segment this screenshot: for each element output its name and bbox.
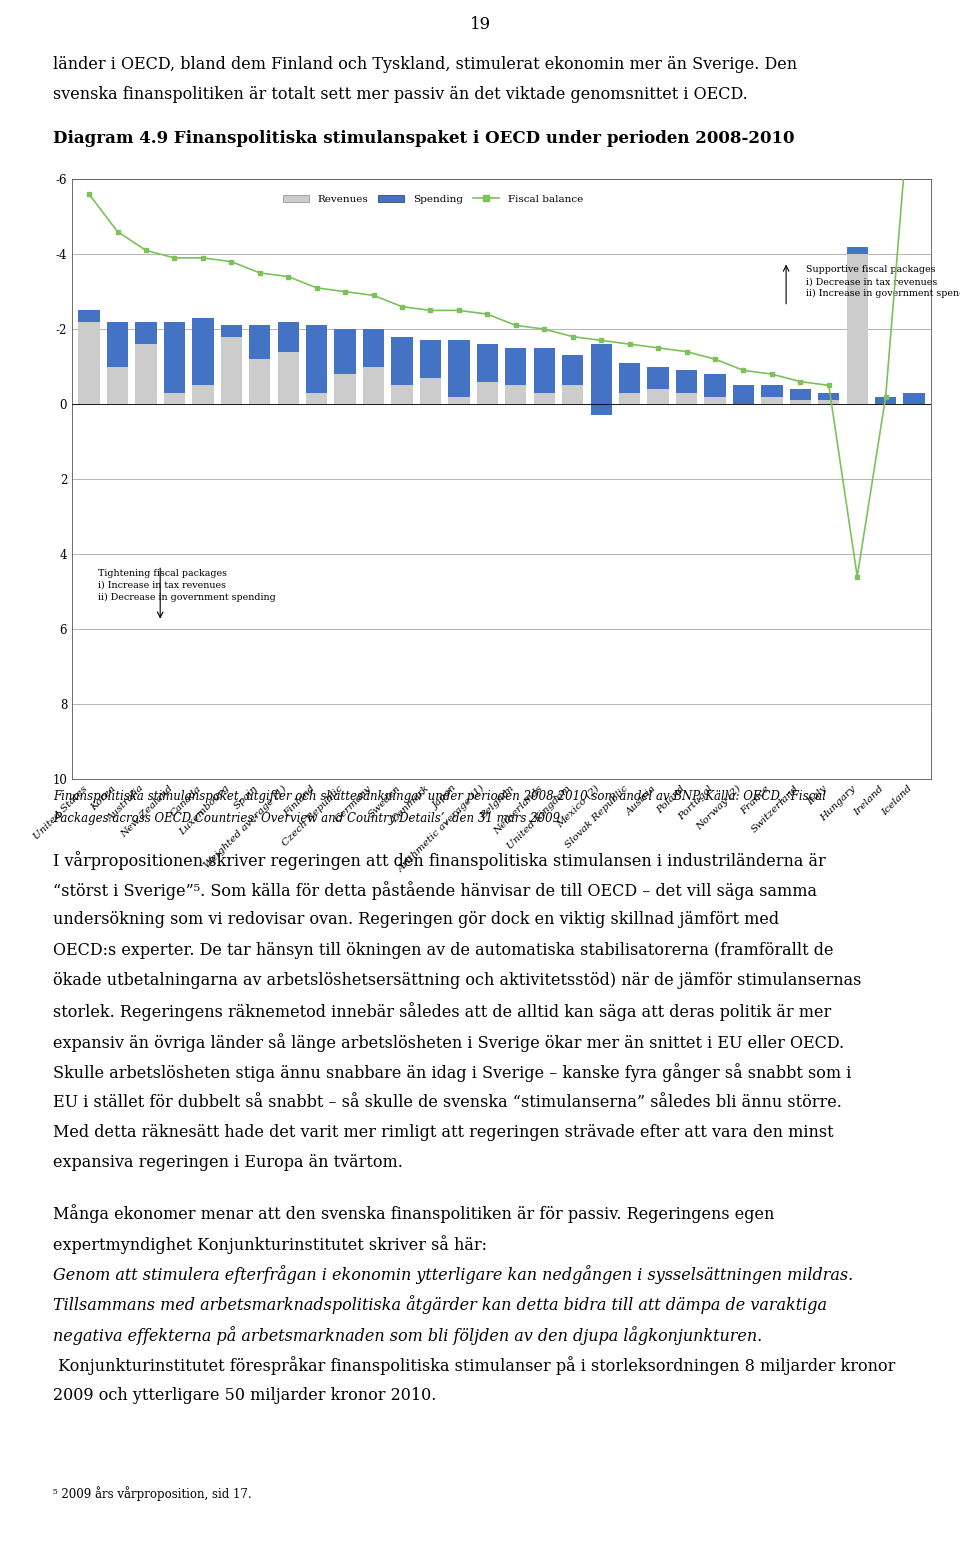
Bar (790, 390, 811, 400)
Text: Finanspolitiska stimulanspaket, utgifter och skattesänkningar under perioden 200: Finanspolitiska stimulanspaket, utgifter… (53, 790, 826, 802)
Bar (164, 321, 185, 393)
Text: “störst i Sverige”⁵. Som källa för detta påstående hänvisar de till OECD – det v: “störst i Sverige”⁵. Som källa för detta… (53, 882, 817, 901)
Text: expansiv än övriga länder så länge arbetslösheten i Sverige ökar mer än snittet : expansiv än övriga länder så länge arbet… (53, 1033, 844, 1052)
Bar (477, 344, 498, 382)
Bar (363, 366, 384, 404)
Bar (192, 318, 213, 385)
Bar (107, 321, 129, 366)
Bar (761, 397, 782, 404)
Bar (847, 246, 868, 254)
Text: EU i stället för dubbelt så snabbt – så skulle de svenska “stimulanserna” sålede: EU i stället för dubbelt så snabbt – så … (53, 1094, 842, 1111)
Bar (562, 385, 584, 404)
Bar (79, 321, 100, 404)
Text: 2009 och ytterligare 50 miljarder kronor 2010.: 2009 och ytterligare 50 miljarder kronor… (53, 1387, 436, 1404)
Text: Tightening fiscal packages
i) Increase in tax revenues
ii) Decrease in governmen: Tightening fiscal packages i) Increase i… (98, 569, 276, 601)
Text: Skulle arbetslösheten stiga ännu snabbare än idag i Sverige – kanske fyra gånger: Skulle arbetslösheten stiga ännu snabbar… (53, 1064, 852, 1083)
Bar (818, 393, 839, 400)
Bar (135, 321, 156, 344)
Bar (619, 393, 640, 404)
Bar (392, 337, 413, 385)
Bar (647, 366, 669, 390)
Bar (363, 329, 384, 366)
Bar (420, 379, 442, 404)
Bar (761, 385, 782, 397)
Text: Tillsammans med arbetsmarknadspolitiska åtgärder kan detta bidra till att dämpa : Tillsammans med arbetsmarknadspolitiska … (53, 1295, 827, 1315)
Bar (505, 347, 526, 385)
Bar (306, 326, 327, 393)
Bar (875, 397, 897, 404)
Text: Många ekonomer menar att den svenska finanspolitiken är för passiv. Regeringens : Många ekonomer menar att den svenska fin… (53, 1204, 774, 1223)
Bar (705, 374, 726, 397)
Bar (420, 340, 442, 379)
Text: OECD:s experter. De tar hänsyn till ökningen av de automatiska stabilisatorerna : OECD:s experter. De tar hänsyn till ökni… (53, 941, 833, 958)
Bar (192, 385, 213, 404)
Bar (277, 352, 299, 404)
Text: negativa effekterna på arbetsmarknaden som bli följden av den djupa lågkonjunktu: negativa effekterna på arbetsmarknaden s… (53, 1326, 762, 1345)
Text: ökade utbetalningarna av arbetslöshetsersättning och aktivitetsstöd) när de jämf: ökade utbetalningarna av arbetslöshetser… (53, 972, 861, 989)
Bar (448, 340, 469, 397)
Bar (334, 329, 356, 374)
Bar (79, 310, 100, 321)
Bar (705, 397, 726, 404)
Text: expertmyndighet Konjunkturinstitutet skriver så här:: expertmyndighet Konjunkturinstitutet skr… (53, 1234, 492, 1254)
Bar (676, 371, 697, 393)
Text: I vårpropositionen skriver regeringen att den finanspolitiska stimulansen i indu: I vårpropositionen skriver regeringen at… (53, 851, 826, 869)
Bar (590, 404, 612, 416)
Bar (477, 382, 498, 404)
Text: expansiva regeringen i Europa än tvärtom.: expansiva regeringen i Europa än tvärtom… (53, 1154, 402, 1172)
Text: Genom att stimulera efterfrågan i ekonomin ytterligare kan nedgången i sysselsät: Genom att stimulera efterfrågan i ekonom… (53, 1265, 853, 1284)
Bar (590, 344, 612, 416)
Bar (534, 347, 555, 393)
Text: undersökning som vi redovisar ovan. Regeringen gör dock en viktig skillnad jämfö: undersökning som vi redovisar ovan. Rege… (53, 911, 779, 929)
Bar (676, 393, 697, 404)
Bar (534, 393, 555, 404)
Legend: Revenues, Spending, Fiscal balance: Revenues, Spending, Fiscal balance (278, 190, 587, 209)
Bar (221, 326, 242, 337)
Bar (135, 344, 156, 404)
Bar (818, 400, 839, 404)
Bar (249, 326, 271, 360)
Bar (732, 385, 755, 404)
Text: Packages across OECD Countries: Overview and Country Details’, den 31 mars 2009: Packages across OECD Countries: Overview… (53, 813, 560, 826)
Bar (647, 390, 669, 404)
Bar (277, 321, 299, 352)
Text: Med detta räknesätt hade det varit mer rimligt att regeringen strävade efter att: Med detta räknesätt hade det varit mer r… (53, 1125, 833, 1140)
Text: Supportive fiscal packages
i) Decrease in tax revenues
ii) Increase in governmen: Supportive fiscal packages i) Decrease i… (806, 265, 960, 298)
Bar (107, 366, 129, 404)
Bar (249, 360, 271, 404)
Text: Konjunkturinstitutet förespråkar finanspolitiska stimulanser på i storleksordnin: Konjunkturinstitutet förespråkar finansp… (53, 1355, 895, 1376)
Bar (562, 355, 584, 385)
Text: 19: 19 (469, 17, 491, 33)
Text: storlek. Regeringens räknemetod innebär således att de alltid kan säga att deras: storlek. Regeringens räknemetod innebär … (53, 1003, 831, 1022)
Bar (505, 385, 526, 404)
Bar (448, 397, 469, 404)
Text: Diagram 4.9 Finanspolitiska stimulanspaket i OECD under perioden 2008-2010: Diagram 4.9 Finanspolitiska stimulanspak… (53, 131, 794, 146)
Bar (164, 393, 185, 404)
Bar (790, 400, 811, 404)
Text: ⁵ 2009 års vårproposition, sid 17.: ⁵ 2009 års vårproposition, sid 17. (53, 1486, 252, 1502)
Bar (221, 337, 242, 404)
Bar (619, 363, 640, 393)
Bar (334, 374, 356, 404)
Bar (903, 393, 924, 404)
Bar (306, 393, 327, 404)
Bar (847, 246, 868, 404)
Text: svenska finanspolitiken är totalt sett mer passiv än det viktade genomsnittet i : svenska finanspolitiken är totalt sett m… (53, 87, 748, 103)
Text: länder i OECD, bland dem Finland och Tyskland, stimulerat ekonomin mer än Sverig: länder i OECD, bland dem Finland och Tys… (53, 56, 797, 73)
Bar (392, 385, 413, 404)
